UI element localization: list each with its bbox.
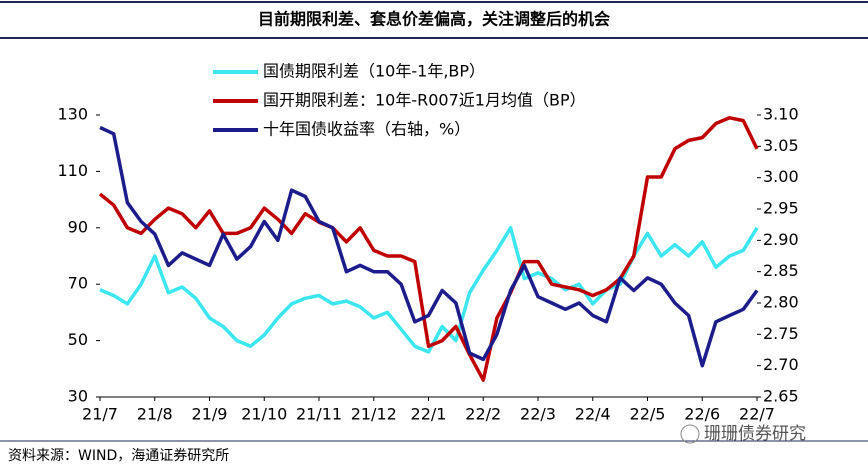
y-tick-label: 50 <box>68 330 88 349</box>
y-tick-label: 110 <box>57 161 88 180</box>
x-tick-label: 22/3 <box>520 405 556 424</box>
y2-tick-label: 2.80 <box>763 293 799 312</box>
x-tick-label: 21/10 <box>241 405 287 424</box>
x-tick-label: 22/4 <box>575 405 611 424</box>
x-tick-label: 22/6 <box>684 405 720 424</box>
x-tick-label: 21/12 <box>351 405 397 424</box>
series-line <box>99 226 759 354</box>
y2-tick-label: 3.00 <box>763 167 799 186</box>
watermark-icon <box>680 424 700 444</box>
x-tick-label: 21/9 <box>192 405 228 424</box>
x-tick-label: 22/1 <box>411 405 447 424</box>
series-line <box>99 125 759 368</box>
y2-tick-label: 2.65 <box>763 387 799 406</box>
chart-title: 目前期限利差、套息价差偏高，关注调整后的机会 <box>258 10 610 29</box>
y2-tick-label: 2.90 <box>763 230 799 249</box>
x-tick-label: 22/7 <box>739 405 775 424</box>
y2-tick-label: 3.05 <box>763 136 799 155</box>
y2-tick-label: 2.85 <box>763 261 799 280</box>
legend-label: 国债期限利差（10年-1年,BP） <box>263 62 485 81</box>
series-line <box>98 116 759 382</box>
x-tick-label: 21/11 <box>296 405 342 424</box>
y-tick-label: 30 <box>68 387 88 406</box>
x-tick-label: 22/5 <box>630 405 666 424</box>
legend-label: 十年国债收益率（右轴，%） <box>263 120 470 139</box>
source-note: 资料来源：WIND，海通证券研究所 <box>8 448 229 464</box>
x-tick-label: 22/2 <box>465 405 501 424</box>
y2-tick-label: 2.75 <box>763 324 799 343</box>
y2-tick-label: 2.70 <box>763 355 799 374</box>
y2-tick-label: 2.95 <box>763 199 799 218</box>
y-tick-label: 70 <box>68 274 88 293</box>
x-tick-label: 21/8 <box>137 405 173 424</box>
y-tick-label: 130 <box>57 105 88 124</box>
y2-tick-label: 3.10 <box>763 105 799 124</box>
watermark: 珊珊债券研究 <box>704 424 806 444</box>
x-tick-label: 21/7 <box>82 405 118 424</box>
legend-label: 国开期限利差：10年-R007近1月均值（BP） <box>263 91 586 110</box>
y-tick-label: 90 <box>68 217 88 236</box>
